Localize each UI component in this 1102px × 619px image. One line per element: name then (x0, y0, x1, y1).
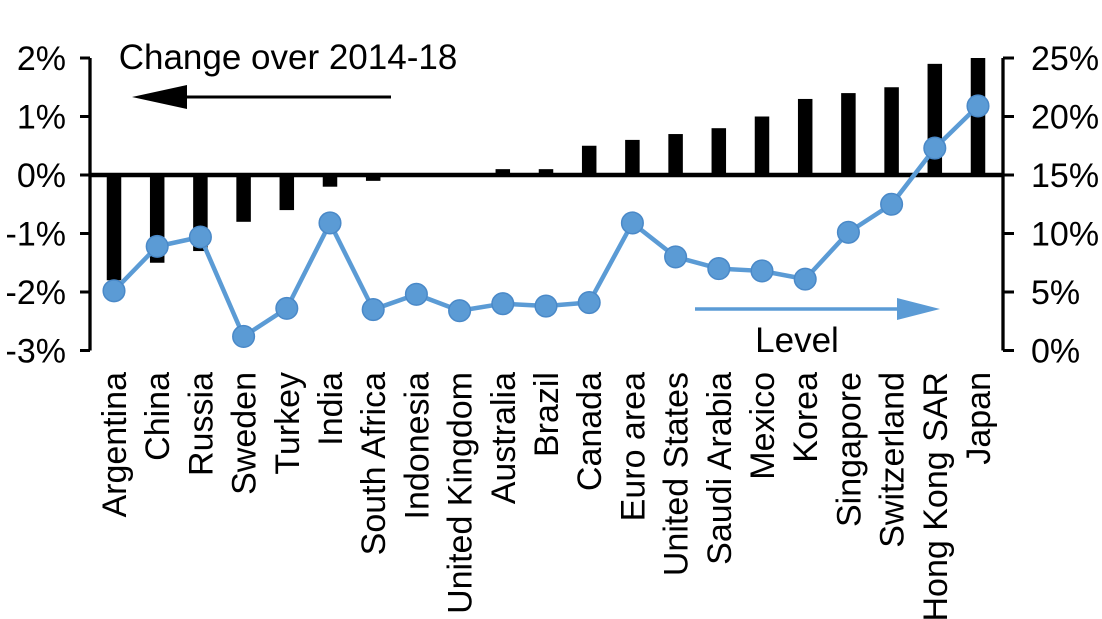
marker-argentina (102, 279, 126, 303)
marker-south-africa (361, 298, 385, 322)
marker-united-states (664, 245, 688, 269)
marker-japan (966, 94, 990, 118)
marker-euro-area (620, 211, 644, 235)
category-label-united-states: United States (658, 372, 696, 576)
bar-saudi-arabia (711, 128, 727, 175)
bar-sweden (236, 175, 251, 222)
left-axis-tick-label: 1% (17, 99, 66, 137)
category-label-mexico: Mexico (744, 372, 782, 480)
category-labels-group: Argentina China Russia Sweden Turkey India Sou… (96, 372, 998, 619)
category-label-china: China (139, 372, 177, 461)
right-axis-tick-label: 10% (1031, 216, 1099, 254)
category-label-australia: Australia (485, 372, 523, 504)
category-label-south-africa: South Africa (355, 372, 393, 555)
marker-korea (793, 267, 817, 291)
category-label-euro-area: Euro area (614, 372, 652, 521)
bar-switzerland (884, 87, 899, 175)
marker-sweden (232, 324, 256, 349)
right-series-label: Level (755, 321, 839, 360)
category-label-canada: Canada (571, 372, 609, 491)
bar-argentina (106, 175, 122, 281)
category-label-hong-kong-sar: Hong Kong SAR (917, 372, 955, 619)
marker-brazil (534, 294, 558, 318)
category-label-russia: Russia (182, 372, 220, 476)
right-series-annotation: Level (695, 298, 940, 360)
left-axis-tick-label: 0% (17, 157, 66, 195)
right-axis-tick-label: 25% (1031, 40, 1099, 78)
marker-indonesia (404, 282, 428, 306)
category-label-argentina: Argentina (96, 372, 134, 518)
bar-mexico (754, 116, 770, 175)
marker-switzerland (880, 192, 904, 216)
bar-australia (495, 169, 511, 175)
axes-group (80, 56, 1014, 352)
tick-labels-group: 2% 1% 0% -1% -2% -3% 25% 20% 15% 10% 5% 0% (6, 40, 1100, 371)
bar-series-group (106, 58, 986, 281)
bar-euro-area (625, 139, 640, 175)
category-label-indonesia: Indonesia (398, 372, 436, 520)
bar-turkey (279, 175, 295, 211)
right-axis-tick-label: 5% (1031, 274, 1080, 312)
left-series-annotation: Change over 2014-18 (119, 38, 458, 109)
bar-korea (797, 98, 813, 175)
marker-united-kingdom (448, 299, 472, 323)
right-axis-tick-label: 20% (1031, 99, 1099, 137)
marker-saudi-arabia (707, 257, 731, 281)
bar-south-africa (365, 175, 381, 181)
left-axis-tick-label: -2% (6, 274, 66, 312)
category-label-turkey: Turkey (269, 372, 307, 475)
category-label-japan: Japan (960, 372, 998, 465)
category-label-singapore: Singapore (830, 372, 868, 527)
left-arrowhead-icon (132, 85, 187, 109)
left-series-label: Change over 2014-18 (119, 38, 458, 77)
marker-russia (188, 225, 212, 249)
category-label-sweden: Sweden (226, 372, 264, 495)
marker-mexico (750, 259, 774, 283)
left-axis-tick-label: -1% (6, 216, 66, 254)
line-series-group (102, 94, 990, 349)
marker-china (145, 234, 169, 258)
category-label-saudi-arabia: Saudi Arabia (701, 372, 739, 565)
category-label-united-kingdom: United Kingdom (442, 372, 480, 614)
category-label-india: India (312, 372, 350, 446)
marker-hong-kong-sar (923, 136, 947, 160)
right-axis-tick-label: 0% (1031, 333, 1080, 371)
bar-canada (581, 145, 597, 175)
category-label-switzerland: Switzerland (874, 372, 912, 548)
left-axis-tick-label: 2% (17, 40, 66, 78)
bar-india (322, 175, 338, 187)
bar-united-states (668, 134, 683, 175)
category-label-korea: Korea (787, 372, 825, 463)
right-arrowhead-icon (897, 298, 940, 320)
marker-canada (577, 290, 601, 315)
marker-australia (491, 292, 515, 316)
marker-singapore (836, 220, 860, 244)
bar-brazil (538, 169, 554, 175)
marker-turkey (275, 296, 299, 320)
marker-india (318, 211, 342, 235)
category-label-brazil: Brazil (528, 372, 566, 457)
right-axis-tick-label: 15% (1031, 157, 1099, 195)
bar-singapore (841, 93, 856, 175)
left-axis-tick-label: -3% (6, 333, 66, 371)
